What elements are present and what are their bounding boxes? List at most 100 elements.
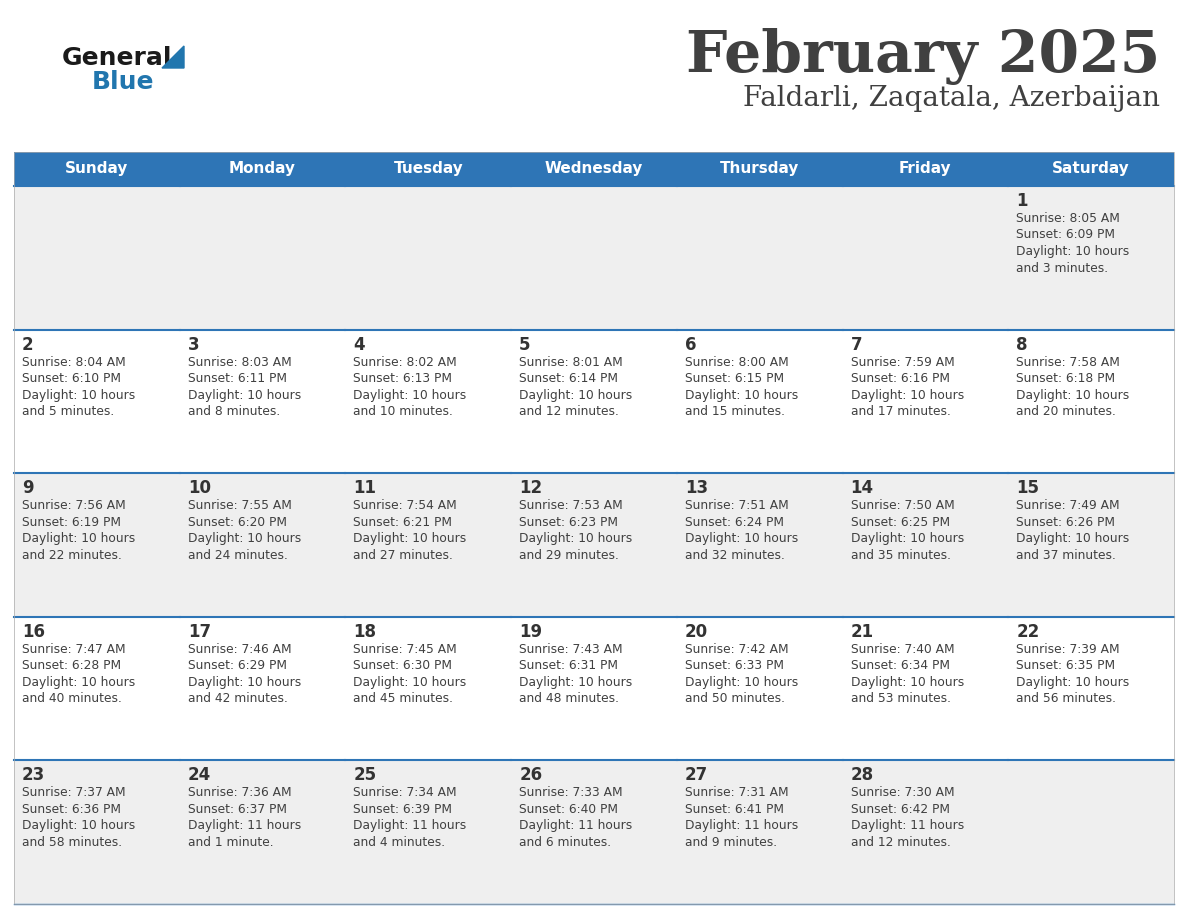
Bar: [677, 186, 842, 330]
Bar: [511, 186, 677, 330]
Text: 28: 28: [851, 767, 873, 784]
Bar: [179, 473, 346, 617]
Text: and 58 minutes.: and 58 minutes.: [23, 836, 122, 849]
Text: Daylight: 10 hours: Daylight: 10 hours: [684, 388, 798, 401]
Text: Daylight: 10 hours: Daylight: 10 hours: [851, 532, 963, 545]
Text: Sunrise: 8:01 AM: Sunrise: 8:01 AM: [519, 355, 623, 369]
Text: Sunrise: 7:59 AM: Sunrise: 7:59 AM: [851, 355, 954, 369]
Text: Sunrise: 7:56 AM: Sunrise: 7:56 AM: [23, 499, 126, 512]
Text: Daylight: 11 hours: Daylight: 11 hours: [353, 820, 467, 833]
Text: 27: 27: [684, 767, 708, 784]
Text: Sunrise: 7:54 AM: Sunrise: 7:54 AM: [353, 499, 457, 512]
Text: Sunrise: 7:30 AM: Sunrise: 7:30 AM: [851, 787, 954, 800]
Text: Sunset: 6:40 PM: Sunset: 6:40 PM: [519, 803, 618, 816]
Bar: [511, 760, 677, 904]
Text: Daylight: 10 hours: Daylight: 10 hours: [519, 388, 632, 401]
Text: Daylight: 10 hours: Daylight: 10 hours: [353, 532, 467, 545]
Text: Sunset: 6:25 PM: Sunset: 6:25 PM: [851, 516, 949, 529]
Text: and 12 minutes.: and 12 minutes.: [519, 405, 619, 418]
Text: 16: 16: [23, 622, 45, 641]
Text: Sunset: 6:30 PM: Sunset: 6:30 PM: [353, 659, 453, 672]
Text: Sunset: 6:33 PM: Sunset: 6:33 PM: [684, 659, 784, 672]
Text: and 42 minutes.: and 42 minutes.: [188, 692, 287, 705]
Text: Sunrise: 8:05 AM: Sunrise: 8:05 AM: [1016, 212, 1120, 225]
Text: and 4 minutes.: and 4 minutes.: [353, 836, 446, 849]
Text: 1: 1: [1016, 192, 1028, 210]
Text: 7: 7: [851, 336, 862, 353]
Text: Daylight: 10 hours: Daylight: 10 hours: [353, 388, 467, 401]
Text: 14: 14: [851, 479, 873, 498]
Text: and 20 minutes.: and 20 minutes.: [1016, 405, 1117, 418]
Bar: [346, 473, 511, 617]
Text: Sunrise: 7:43 AM: Sunrise: 7:43 AM: [519, 643, 623, 655]
Text: Faldarli, Zaqatala, Azerbaijan: Faldarli, Zaqatala, Azerbaijan: [742, 85, 1159, 112]
Bar: [842, 473, 1009, 617]
Text: and 27 minutes.: and 27 minutes.: [353, 549, 454, 562]
Text: Sunrise: 7:31 AM: Sunrise: 7:31 AM: [684, 787, 789, 800]
Text: February 2025: February 2025: [685, 28, 1159, 85]
Bar: [14, 473, 179, 617]
Bar: [346, 186, 511, 330]
Bar: [511, 473, 677, 617]
Text: Sunrise: 8:00 AM: Sunrise: 8:00 AM: [684, 355, 789, 369]
Text: Sunrise: 7:45 AM: Sunrise: 7:45 AM: [353, 643, 457, 655]
Bar: [179, 760, 346, 904]
Text: 20: 20: [684, 622, 708, 641]
Bar: [14, 330, 179, 473]
Text: Monday: Monday: [229, 162, 296, 176]
Text: 17: 17: [188, 622, 210, 641]
Text: Sunset: 6:21 PM: Sunset: 6:21 PM: [353, 516, 453, 529]
Text: 25: 25: [353, 767, 377, 784]
Text: and 29 minutes.: and 29 minutes.: [519, 549, 619, 562]
Text: 19: 19: [519, 622, 542, 641]
Text: Daylight: 10 hours: Daylight: 10 hours: [188, 676, 301, 688]
Text: 13: 13: [684, 479, 708, 498]
Text: Sunset: 6:41 PM: Sunset: 6:41 PM: [684, 803, 784, 816]
Bar: [179, 186, 346, 330]
Bar: [14, 760, 179, 904]
Text: Daylight: 11 hours: Daylight: 11 hours: [519, 820, 632, 833]
Text: Sunset: 6:34 PM: Sunset: 6:34 PM: [851, 659, 949, 672]
Bar: [511, 617, 677, 760]
Text: Daylight: 10 hours: Daylight: 10 hours: [1016, 388, 1130, 401]
Bar: [1009, 760, 1174, 904]
Bar: [346, 760, 511, 904]
Text: and 1 minute.: and 1 minute.: [188, 836, 273, 849]
Text: Sunset: 6:23 PM: Sunset: 6:23 PM: [519, 516, 618, 529]
Text: Sunset: 6:42 PM: Sunset: 6:42 PM: [851, 803, 949, 816]
Bar: [1009, 186, 1174, 330]
Text: Sunrise: 7:58 AM: Sunrise: 7:58 AM: [1016, 355, 1120, 369]
Text: 21: 21: [851, 622, 873, 641]
Text: 18: 18: [353, 622, 377, 641]
Text: Friday: Friday: [899, 162, 952, 176]
Bar: [677, 473, 842, 617]
Text: Daylight: 10 hours: Daylight: 10 hours: [684, 676, 798, 688]
Text: Sunrise: 7:55 AM: Sunrise: 7:55 AM: [188, 499, 291, 512]
Bar: [14, 152, 1174, 904]
Bar: [842, 186, 1009, 330]
Text: Sunset: 6:26 PM: Sunset: 6:26 PM: [1016, 516, 1116, 529]
Text: Sunrise: 8:03 AM: Sunrise: 8:03 AM: [188, 355, 291, 369]
Text: Wednesday: Wednesday: [545, 162, 643, 176]
Text: Sunrise: 7:50 AM: Sunrise: 7:50 AM: [851, 499, 954, 512]
Text: Sunrise: 7:46 AM: Sunrise: 7:46 AM: [188, 643, 291, 655]
Text: Sunrise: 8:04 AM: Sunrise: 8:04 AM: [23, 355, 126, 369]
Text: Daylight: 11 hours: Daylight: 11 hours: [851, 820, 963, 833]
Text: and 56 minutes.: and 56 minutes.: [1016, 692, 1117, 705]
Bar: [179, 152, 346, 186]
Bar: [842, 617, 1009, 760]
Text: 11: 11: [353, 479, 377, 498]
Text: Sunset: 6:16 PM: Sunset: 6:16 PM: [851, 372, 949, 385]
Text: 12: 12: [519, 479, 542, 498]
Bar: [346, 617, 511, 760]
Text: Daylight: 11 hours: Daylight: 11 hours: [188, 820, 301, 833]
Text: Daylight: 10 hours: Daylight: 10 hours: [188, 532, 301, 545]
Text: Tuesday: Tuesday: [393, 162, 463, 176]
Text: 9: 9: [23, 479, 33, 498]
Text: Sunrise: 8:02 AM: Sunrise: 8:02 AM: [353, 355, 457, 369]
Text: Daylight: 10 hours: Daylight: 10 hours: [23, 820, 135, 833]
Text: 26: 26: [519, 767, 542, 784]
Text: Sunset: 6:15 PM: Sunset: 6:15 PM: [684, 372, 784, 385]
Text: and 53 minutes.: and 53 minutes.: [851, 692, 950, 705]
Bar: [1009, 330, 1174, 473]
